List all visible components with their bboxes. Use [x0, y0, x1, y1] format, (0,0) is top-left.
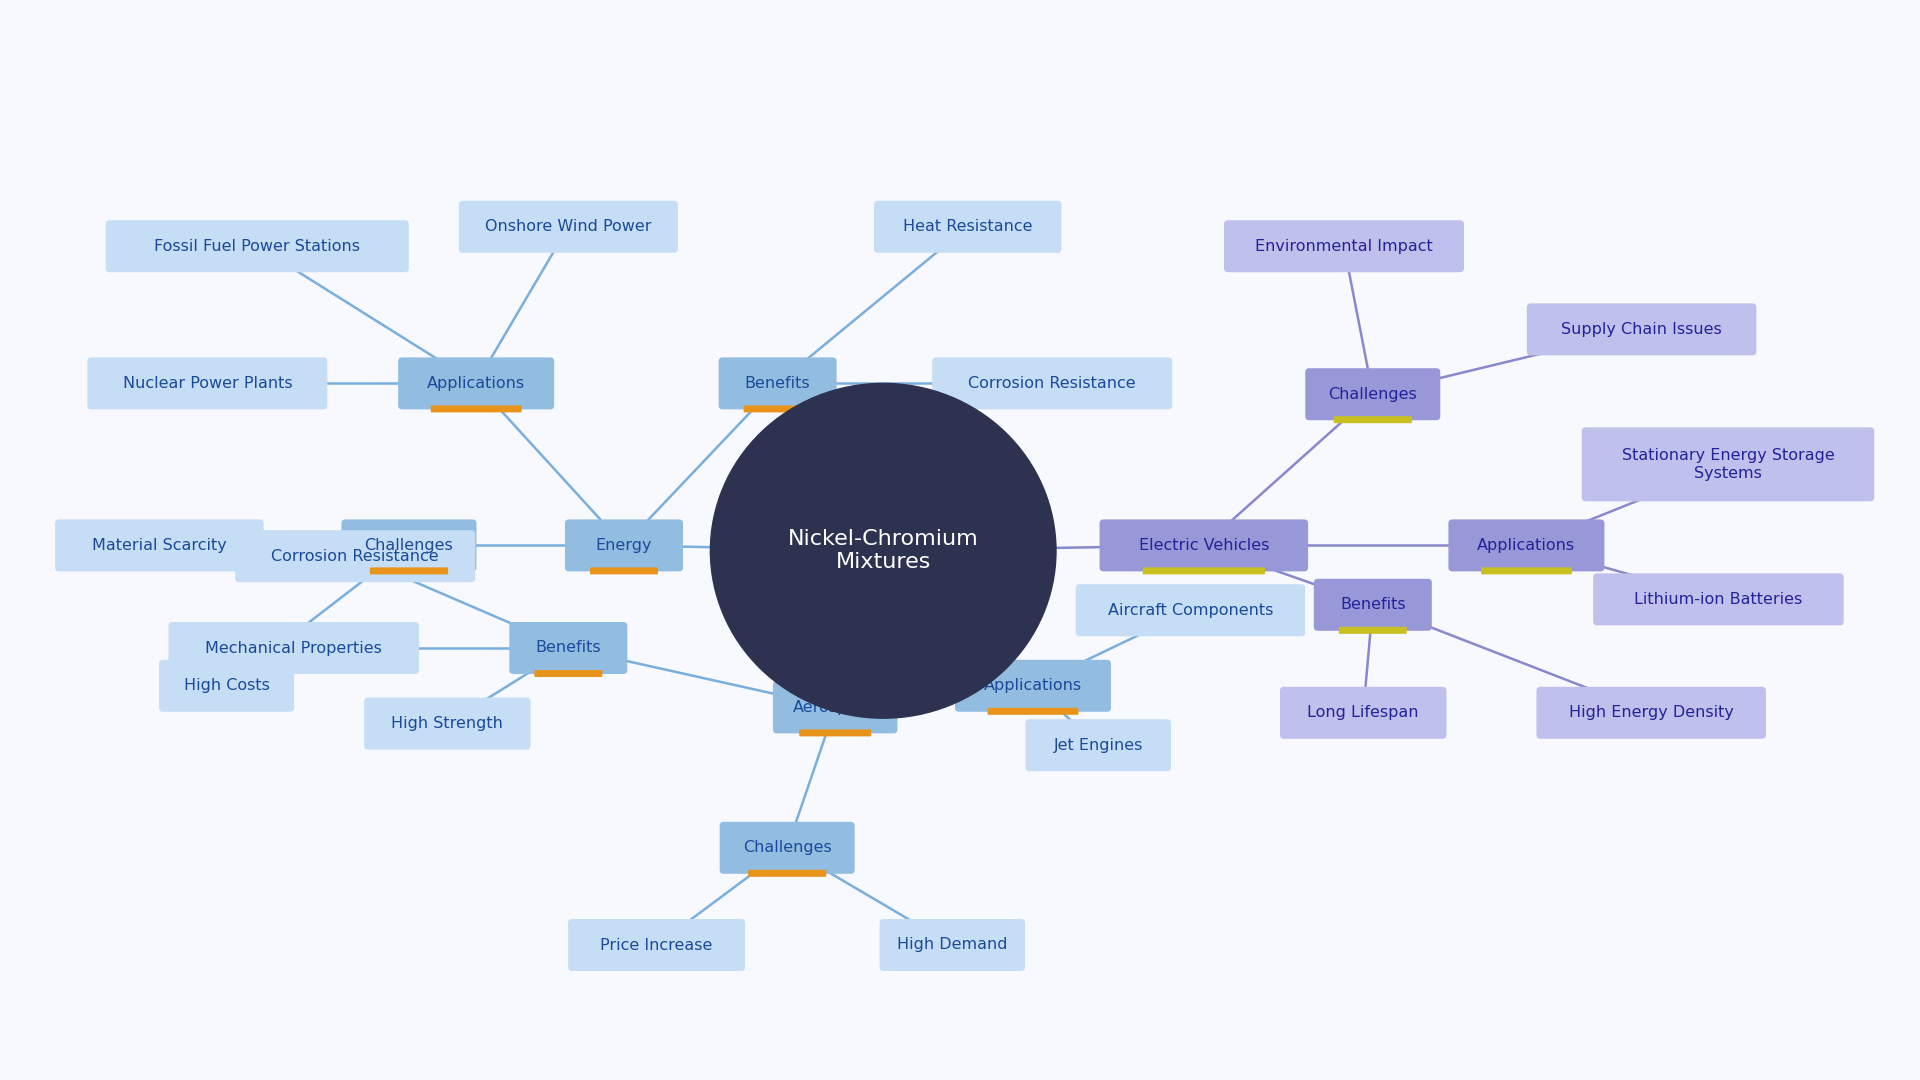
Text: High Strength: High Strength	[392, 716, 503, 731]
FancyBboxPatch shape	[720, 822, 854, 874]
FancyBboxPatch shape	[1100, 519, 1308, 571]
Text: Applications: Applications	[983, 678, 1083, 693]
FancyBboxPatch shape	[1448, 519, 1605, 571]
Text: Mechanical Properties: Mechanical Properties	[205, 640, 382, 656]
Text: Durability: Durability	[924, 500, 1004, 515]
FancyBboxPatch shape	[169, 622, 419, 674]
Text: Supply Chain Issues: Supply Chain Issues	[1561, 322, 1722, 337]
FancyBboxPatch shape	[1142, 567, 1265, 575]
Text: High Costs: High Costs	[184, 678, 269, 693]
FancyBboxPatch shape	[987, 707, 1079, 715]
FancyBboxPatch shape	[1313, 579, 1432, 631]
FancyBboxPatch shape	[106, 220, 409, 272]
FancyBboxPatch shape	[397, 357, 555, 409]
FancyBboxPatch shape	[799, 729, 872, 737]
FancyBboxPatch shape	[774, 681, 897, 733]
Text: Stationary Energy Storage
Systems: Stationary Energy Storage Systems	[1622, 448, 1834, 481]
Text: Aircraft Components: Aircraft Components	[1108, 603, 1273, 618]
FancyBboxPatch shape	[1582, 428, 1874, 501]
FancyBboxPatch shape	[564, 519, 684, 571]
FancyBboxPatch shape	[879, 919, 1025, 971]
Text: Environmental Impact: Environmental Impact	[1256, 239, 1432, 254]
FancyBboxPatch shape	[897, 482, 1031, 534]
FancyBboxPatch shape	[1281, 687, 1446, 739]
FancyBboxPatch shape	[159, 660, 294, 712]
Text: Corrosion Resistance: Corrosion Resistance	[968, 376, 1137, 391]
FancyBboxPatch shape	[1075, 584, 1306, 636]
Text: Lithium-ion Batteries: Lithium-ion Batteries	[1634, 592, 1803, 607]
FancyBboxPatch shape	[749, 869, 826, 877]
FancyBboxPatch shape	[234, 530, 476, 582]
Text: Applications: Applications	[1476, 538, 1576, 553]
Text: Applications: Applications	[426, 376, 526, 391]
Text: High Energy Density: High Energy Density	[1569, 705, 1734, 720]
FancyBboxPatch shape	[1536, 687, 1766, 739]
FancyBboxPatch shape	[1025, 719, 1171, 771]
Text: Jet Engines: Jet Engines	[1054, 738, 1142, 753]
FancyBboxPatch shape	[1225, 220, 1463, 272]
FancyBboxPatch shape	[1306, 368, 1440, 420]
Text: Energy: Energy	[595, 538, 653, 553]
Text: Benefits: Benefits	[745, 376, 810, 391]
FancyBboxPatch shape	[371, 567, 447, 575]
Text: Fossil Fuel Power Stations: Fossil Fuel Power Stations	[154, 239, 361, 254]
Text: Challenges: Challenges	[1329, 387, 1417, 402]
Text: Onshore Wind Power: Onshore Wind Power	[486, 219, 651, 234]
Text: Long Lifespan: Long Lifespan	[1308, 705, 1419, 720]
Text: Nickel-Chromium
Mixtures: Nickel-Chromium Mixtures	[787, 529, 979, 572]
Ellipse shape	[710, 383, 1056, 718]
FancyBboxPatch shape	[874, 201, 1062, 253]
FancyBboxPatch shape	[459, 201, 678, 253]
FancyBboxPatch shape	[1338, 626, 1407, 634]
FancyBboxPatch shape	[1334, 416, 1411, 423]
Text: Corrosion Resistance: Corrosion Resistance	[271, 549, 440, 564]
FancyBboxPatch shape	[56, 519, 263, 571]
Text: Challenges: Challenges	[743, 840, 831, 855]
FancyBboxPatch shape	[568, 919, 745, 971]
FancyBboxPatch shape	[509, 622, 628, 674]
FancyBboxPatch shape	[718, 357, 837, 409]
FancyBboxPatch shape	[1526, 303, 1757, 355]
Text: Price Increase: Price Increase	[601, 937, 712, 953]
Text: Benefits: Benefits	[1340, 597, 1405, 612]
FancyBboxPatch shape	[954, 660, 1112, 712]
FancyBboxPatch shape	[933, 357, 1171, 409]
FancyBboxPatch shape	[534, 670, 603, 677]
Text: Nuclear Power Plants: Nuclear Power Plants	[123, 376, 292, 391]
FancyBboxPatch shape	[365, 698, 530, 750]
FancyBboxPatch shape	[1480, 567, 1572, 575]
FancyBboxPatch shape	[342, 519, 476, 571]
FancyBboxPatch shape	[743, 405, 812, 413]
Text: Challenges: Challenges	[365, 538, 453, 553]
Text: High Demand: High Demand	[897, 937, 1008, 953]
Text: Benefits: Benefits	[536, 640, 601, 656]
Text: Electric Vehicles: Electric Vehicles	[1139, 538, 1269, 553]
FancyBboxPatch shape	[430, 405, 522, 413]
Text: Aerospace: Aerospace	[793, 700, 877, 715]
FancyBboxPatch shape	[86, 357, 326, 409]
Text: Heat Resistance: Heat Resistance	[902, 219, 1033, 234]
Text: Material Scarcity: Material Scarcity	[92, 538, 227, 553]
FancyBboxPatch shape	[1594, 573, 1843, 625]
FancyBboxPatch shape	[589, 567, 659, 575]
